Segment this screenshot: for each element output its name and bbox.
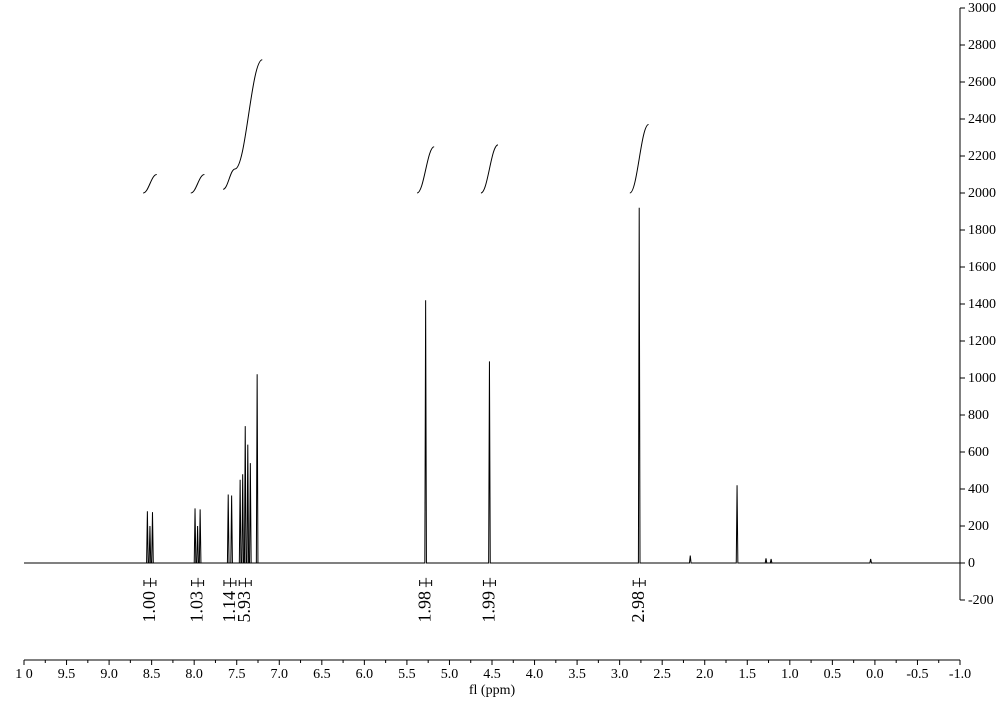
- x-tick-label: 1.0: [781, 667, 799, 682]
- x-tick-label: 4.5: [483, 667, 501, 682]
- y-tick-label: 1600: [968, 260, 996, 275]
- integral-curve: [191, 175, 205, 194]
- nmr-spectrum-chart: 3000280026002400220020001800160014001200…: [0, 0, 1000, 725]
- x-tick-label: 4.0: [526, 667, 544, 682]
- x-tick-label: 1 0: [15, 667, 33, 682]
- x-tick-label: 5.0: [441, 667, 459, 682]
- x-tick-label: 7.5: [228, 667, 246, 682]
- integral-label: 1.99: [478, 591, 498, 623]
- x-tick-label: 8.5: [143, 667, 161, 682]
- y-tick-label: 3000: [968, 1, 996, 16]
- integral-curve: [481, 145, 498, 193]
- integral-curve: [143, 175, 157, 194]
- integral-mark: –: [415, 577, 435, 588]
- integral-mark: –: [478, 577, 498, 588]
- integral-curve: [417, 147, 434, 193]
- x-tick-label: 0.5: [824, 667, 842, 682]
- y-tick-label: 0: [968, 556, 975, 571]
- x-tick-label: 3.0: [611, 667, 629, 682]
- x-tick-label: 5.5: [398, 667, 416, 682]
- x-tick-label: -1.0: [949, 667, 971, 682]
- integral-label: 5.93: [234, 591, 254, 623]
- integral-curve: [235, 60, 262, 169]
- x-tick-label: 2.0: [696, 667, 714, 682]
- integral-label: 1.03: [187, 591, 207, 623]
- x-tick-label: 1.5: [739, 667, 757, 682]
- y-tick-label: -200: [968, 593, 994, 608]
- integral-label: 1.00: [139, 591, 159, 623]
- y-tick-label: 2800: [968, 38, 996, 53]
- spectrum-svg: 3000280026002400220020001800160014001200…: [0, 0, 1000, 725]
- integral-label: 1.98: [415, 591, 435, 623]
- x-tick-label: 2.5: [653, 667, 671, 682]
- y-tick-label: 2200: [968, 149, 996, 164]
- integral-label: 2.98: [628, 591, 648, 623]
- y-tick-label: 200: [968, 519, 989, 534]
- integral-mark: –: [187, 577, 207, 588]
- x-tick-label: 3.5: [568, 667, 586, 682]
- x-tick-label: 6.5: [313, 667, 331, 682]
- x-tick-label: 9.5: [58, 667, 76, 682]
- y-tick-label: 2400: [968, 112, 996, 127]
- y-tick-label: 1000: [968, 371, 996, 386]
- x-tick-label: 6.0: [356, 667, 374, 682]
- x-tick-label: 7.0: [271, 667, 289, 682]
- x-tick-label: -0.5: [906, 667, 928, 682]
- y-tick-label: 600: [968, 445, 989, 460]
- integral-mark: –: [628, 577, 648, 588]
- y-tick-label: 1800: [968, 223, 996, 238]
- y-tick-label: 2600: [968, 75, 996, 90]
- spectrum-trace: [24, 208, 960, 563]
- x-tick-label: 0.0: [866, 667, 884, 682]
- x-tick-label: 8.0: [185, 667, 203, 682]
- x-tick-label: 9.0: [100, 667, 118, 682]
- integral-mark: –: [234, 577, 254, 588]
- integral-curve: [223, 169, 235, 189]
- integral-curve: [630, 125, 649, 193]
- y-tick-label: 1400: [968, 297, 996, 312]
- y-tick-label: 1200: [968, 334, 996, 349]
- y-tick-label: 800: [968, 408, 989, 423]
- y-tick-label: 400: [968, 482, 989, 497]
- y-tick-label: 2000: [968, 186, 996, 201]
- x-axis-label: fl (ppm): [469, 683, 516, 698]
- integral-mark: –: [139, 577, 159, 588]
